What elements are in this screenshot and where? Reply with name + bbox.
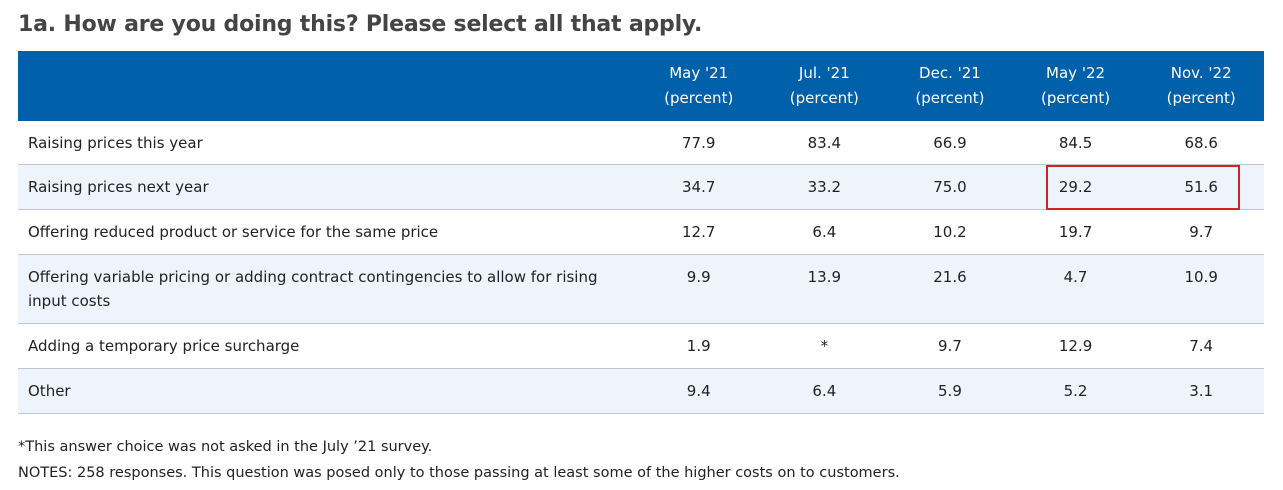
- column-unit: (percent): [789, 89, 859, 107]
- table-cell: 1.9: [686, 337, 711, 355]
- row-label: Adding a temporary price surcharge: [28, 337, 300, 355]
- table-cell: 5.9: [938, 382, 962, 400]
- table-cell: 68.6: [1184, 134, 1218, 152]
- column-period: Dec. '21: [919, 64, 981, 82]
- column-period: Nov. '22: [1170, 64, 1232, 82]
- column-period: May '22: [1046, 64, 1106, 82]
- table-cell: 83.4: [807, 134, 842, 152]
- table-cell: 21.6: [933, 268, 967, 286]
- survey-results-table: May '21 (percent) Jul. '21 (percent) Dec…: [18, 51, 1264, 414]
- column-unit: (percent): [1040, 89, 1111, 107]
- header-label-cell: [18, 51, 636, 121]
- table-cell: 66.9: [933, 134, 967, 152]
- table-row: Offering reduced product or service for …: [18, 210, 1264, 255]
- table-cell: 12.7: [682, 223, 716, 241]
- column-unit: (percent): [1166, 89, 1236, 107]
- column-unit: (percent): [915, 89, 985, 107]
- table-cell: 5.2: [1063, 382, 1088, 400]
- table-cell: 10.2: [933, 223, 967, 241]
- column-header-jul-21: Jul. '21 (percent): [762, 51, 888, 121]
- table-row: Raising prices next year 34.7 33.2 75.0 …: [18, 164, 1264, 210]
- row-label: Raising prices this year: [28, 134, 203, 152]
- table-cell: 19.7: [1058, 223, 1093, 241]
- column-header-may-21: May '21 (percent): [636, 51, 762, 121]
- table-cell: 9.4: [686, 382, 711, 400]
- column-header-dec-21: Dec. '21 (percent): [887, 51, 1013, 121]
- table-cell: 9.9: [686, 268, 711, 286]
- row-label: Offering reduced product or service for …: [28, 223, 439, 241]
- table-cell: 9.7: [938, 337, 962, 355]
- table-row: Adding a temporary price surcharge 1.9 *…: [18, 324, 1264, 369]
- column-period: Jul. '21: [798, 64, 850, 82]
- table-cell: 33.2: [807, 178, 842, 196]
- table-cell: 7.4: [1189, 337, 1214, 355]
- column-unit: (percent): [664, 89, 734, 107]
- table-cell: 13.9: [807, 268, 842, 286]
- notes-text: NOTES: 258 responses. This question was …: [18, 465, 900, 481]
- table-header-row: May '21 (percent) Jul. '21 (percent) Dec…: [18, 51, 1264, 121]
- table-cell: 77.9: [682, 134, 716, 152]
- row-label: Other: [28, 382, 71, 400]
- footnote: *This answer choice was not asked in the…: [18, 439, 433, 455]
- table-cell: 9.7: [1189, 223, 1214, 241]
- column-header-nov-22: Nov. '22 (percent): [1138, 51, 1264, 121]
- table-row: Other 9.4 6.4 5.9 5.2 3.1: [18, 368, 1264, 414]
- table-cell: 3.1: [1189, 382, 1214, 400]
- table-row: Raising prices this year 77.9 83.4 66.9 …: [18, 121, 1264, 165]
- row-label: Offering variable pricing or adding cont…: [28, 268, 598, 310]
- table-cell: 6.4: [812, 223, 837, 241]
- table-cell: 51.6: [1184, 178, 1218, 196]
- column-header-may-22: May '22 (percent): [1013, 51, 1139, 121]
- table-cell: 34.7: [682, 178, 716, 196]
- table-cell: 29.2: [1058, 178, 1093, 196]
- table-cell: 6.4: [812, 382, 837, 400]
- table-cell: 10.9: [1184, 268, 1218, 286]
- column-period: May '21: [669, 64, 729, 82]
- table-cell: 4.7: [1063, 268, 1088, 286]
- table-cell: 12.9: [1058, 337, 1093, 355]
- table-cell: *: [820, 337, 829, 355]
- page-title: 1a. How are you doing this? Please selec…: [18, 12, 703, 37]
- table-cell: 84.5: [1058, 134, 1093, 152]
- row-label: Raising prices next year: [28, 178, 209, 196]
- table-row: Offering variable pricing or adding cont…: [18, 254, 1264, 324]
- table-cell: 75.0: [933, 178, 967, 196]
